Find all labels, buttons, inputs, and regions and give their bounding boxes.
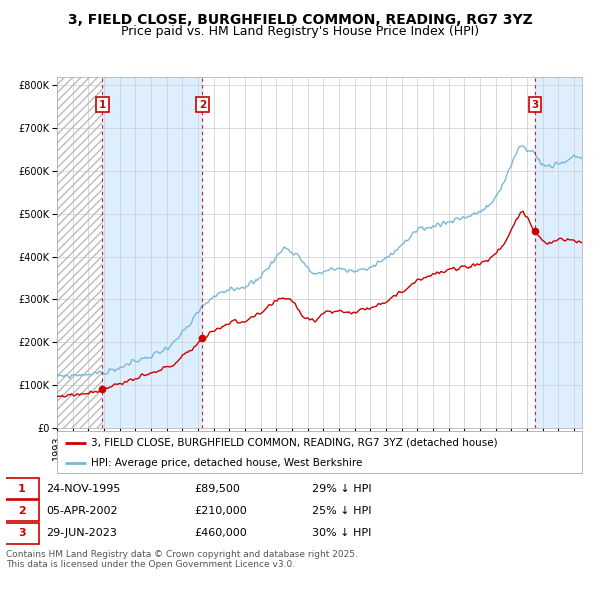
Text: 2: 2 <box>18 506 26 516</box>
Bar <box>57 77 103 428</box>
Text: 2: 2 <box>199 100 206 110</box>
Text: 3: 3 <box>531 100 538 110</box>
Text: £89,500: £89,500 <box>194 484 240 494</box>
Text: 3, FIELD CLOSE, BURGHFIELD COMMON, READING, RG7 3YZ: 3, FIELD CLOSE, BURGHFIELD COMMON, READI… <box>68 13 532 27</box>
Text: 30% ↓ HPI: 30% ↓ HPI <box>312 528 371 538</box>
Text: 3: 3 <box>18 528 26 538</box>
FancyBboxPatch shape <box>5 523 39 543</box>
Text: £460,000: £460,000 <box>194 528 247 538</box>
Bar <box>103 77 202 428</box>
Bar <box>535 77 582 428</box>
Text: £210,000: £210,000 <box>194 506 247 516</box>
Text: 25% ↓ HPI: 25% ↓ HPI <box>312 506 371 516</box>
Bar <box>57 77 103 428</box>
Text: 29-JUN-2023: 29-JUN-2023 <box>46 528 117 538</box>
Text: 24-NOV-1995: 24-NOV-1995 <box>46 484 121 494</box>
FancyBboxPatch shape <box>5 478 39 499</box>
Text: 1: 1 <box>18 484 26 494</box>
FancyBboxPatch shape <box>5 500 39 522</box>
Text: 05-APR-2002: 05-APR-2002 <box>46 506 118 516</box>
Text: HPI: Average price, detached house, West Berkshire: HPI: Average price, detached house, West… <box>91 458 362 467</box>
Text: 1: 1 <box>99 100 106 110</box>
Text: 29% ↓ HPI: 29% ↓ HPI <box>312 484 371 494</box>
Text: 3, FIELD CLOSE, BURGHFIELD COMMON, READING, RG7 3YZ (detached house): 3, FIELD CLOSE, BURGHFIELD COMMON, READI… <box>91 438 498 448</box>
Text: Contains HM Land Registry data © Crown copyright and database right 2025.
This d: Contains HM Land Registry data © Crown c… <box>6 550 358 569</box>
Text: Price paid vs. HM Land Registry's House Price Index (HPI): Price paid vs. HM Land Registry's House … <box>121 25 479 38</box>
